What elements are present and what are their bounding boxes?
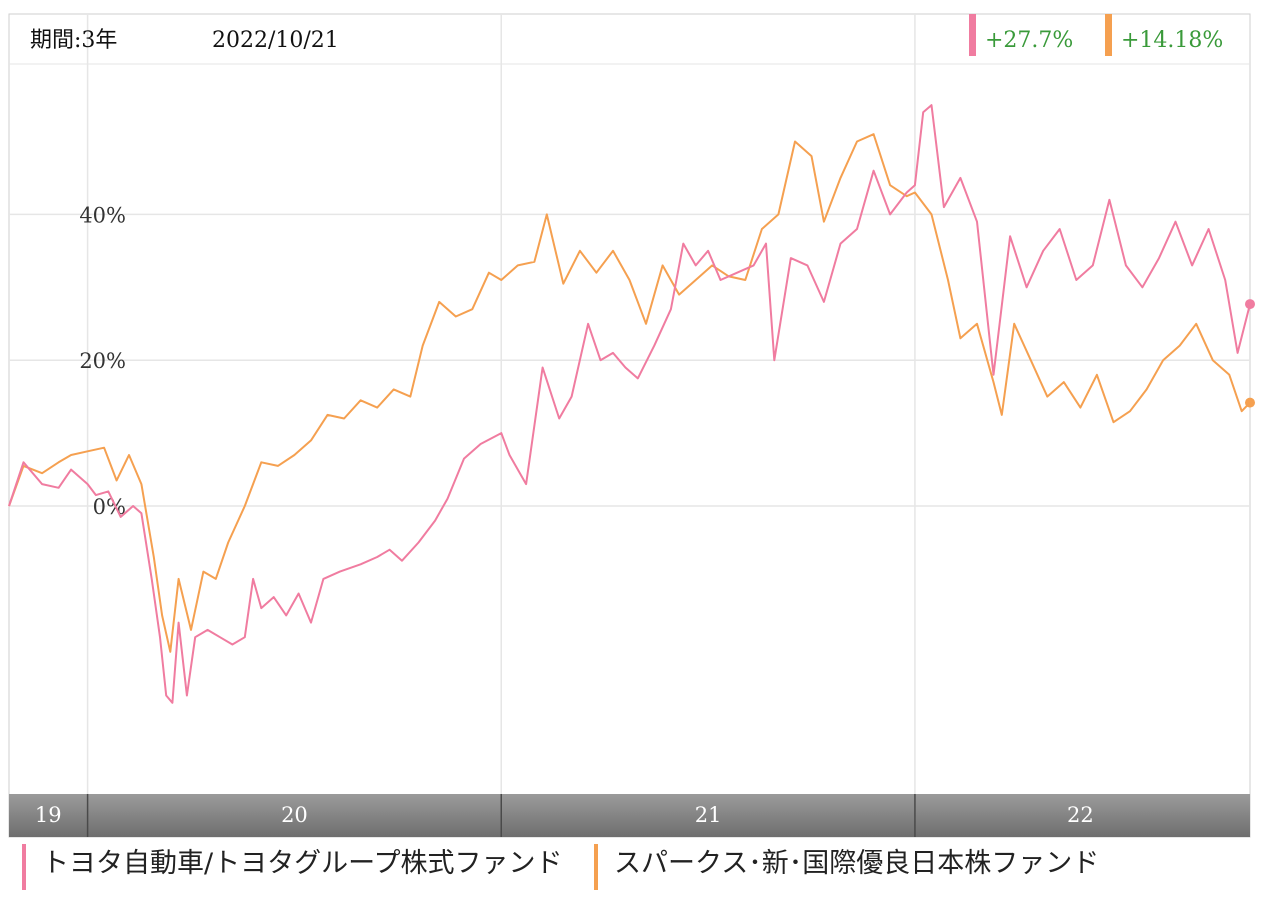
period-label: 期間:3年 xyxy=(30,28,117,53)
x-axis-band: 19 20 21 22 xyxy=(9,794,1250,837)
legend-label-series-2: スパークス･新･国際優良日本株ファンド xyxy=(614,848,1100,879)
series-1-return-swatch xyxy=(969,14,976,56)
y-tick-label-1: 20% xyxy=(79,349,126,373)
series-end-marker-2 xyxy=(1245,397,1255,408)
chart-header: 期間:3年 2022/10/21 +27.7% +14.18% xyxy=(30,14,1223,56)
series-2-final-return: +14.18% xyxy=(1121,28,1223,53)
grid-layer xyxy=(8,13,1251,838)
series-2-return-swatch xyxy=(1105,14,1112,56)
legend: トヨタ自動車/トヨタグループ株式ファンド スパークス･新･国際優良日本株ファンド xyxy=(0,838,1265,899)
x-axis-band-bg xyxy=(9,794,1250,837)
series-line-1 xyxy=(8,104,1251,704)
legend-label-series-1: トヨタ自動車/トヨタグループ株式ファンド xyxy=(42,848,563,879)
chart-svg: 19 20 21 22 0%20%40% 期間:3年 2022/10/21 +27.7… xyxy=(8,13,1255,838)
legend-item-series-2: スパークス･新･国際優良日本株ファンド xyxy=(594,844,1099,890)
x-tick-label-20: 20 xyxy=(281,803,308,827)
x-tick-label-21: 21 xyxy=(695,803,722,827)
legend-swatch-series-1 xyxy=(22,844,26,890)
legend-item-series-1: トヨタ自動車/トヨタグループ株式ファンド xyxy=(22,844,562,890)
series-1-final-return: +27.7% xyxy=(985,28,1073,53)
legend-swatch-series-2 xyxy=(594,844,598,890)
x-tick-label-19: 19 xyxy=(35,803,62,827)
date-label: 2022/10/21 xyxy=(212,28,339,53)
series-layer xyxy=(8,104,1255,704)
x-tick-label-22: 22 xyxy=(1067,803,1094,827)
y-tick-label-2: 40% xyxy=(79,203,126,227)
series-line-2 xyxy=(8,133,1251,653)
plot-frame xyxy=(8,13,1251,838)
series-end-marker-1 xyxy=(1245,299,1255,310)
